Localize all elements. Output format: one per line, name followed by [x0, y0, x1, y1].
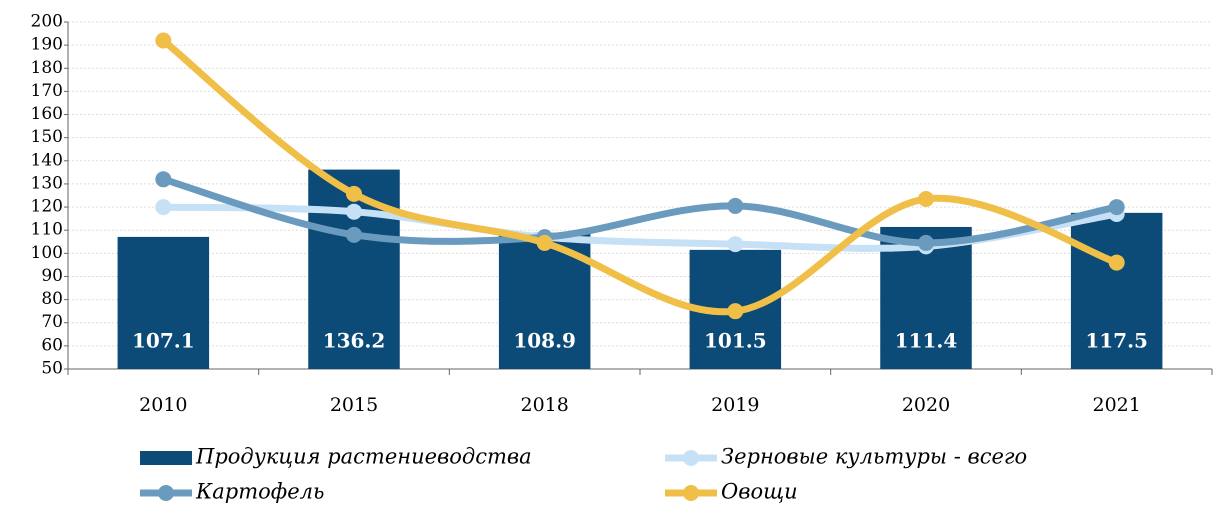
data-label: 101.5	[704, 329, 767, 353]
y-tick-label: 190	[31, 35, 63, 55]
marker	[155, 32, 172, 49]
marker	[727, 236, 744, 253]
y-tick-label: 180	[31, 58, 63, 78]
marker	[918, 234, 934, 251]
x-tick-label: 2018	[520, 394, 568, 416]
data-label: 111.4	[895, 329, 958, 353]
legend-swatch	[158, 485, 174, 501]
marker	[1108, 254, 1125, 271]
y-tick-label: 100	[31, 243, 63, 263]
y-tick-label: 150	[31, 127, 63, 147]
y-tick-label: 140	[31, 150, 63, 170]
marker	[727, 197, 744, 214]
y-tick-label: 80	[41, 289, 63, 309]
marker	[346, 203, 362, 220]
marker	[346, 226, 362, 243]
legend-swatch	[683, 485, 699, 501]
y-tick-label: 170	[31, 81, 63, 101]
marker	[346, 185, 362, 202]
x-tick-label: 2019	[711, 394, 759, 416]
y-tick-label: 60	[41, 335, 63, 355]
data-label: 108.9	[513, 329, 576, 353]
bar	[308, 169, 400, 369]
y-tick-label: 200	[31, 12, 63, 32]
bar	[117, 236, 210, 369]
y-tick-label: 50	[41, 359, 63, 379]
marker	[155, 171, 172, 188]
marker	[155, 199, 172, 216]
legend-label: Продукция растениеводства	[195, 445, 532, 469]
legend-label: Овощи	[721, 480, 798, 504]
legend-label: Картофель	[195, 480, 324, 504]
marker	[918, 190, 934, 207]
data-label: 117.5	[1085, 329, 1148, 353]
y-tick-label: 90	[41, 266, 63, 286]
y-tick-label: 70	[41, 312, 63, 332]
x-tick-label: 2020	[902, 394, 950, 416]
x-tick-label: 2015	[330, 394, 378, 416]
legend-swatch	[683, 450, 699, 466]
y-tick-label: 120	[31, 197, 63, 217]
legend-label: Зерновые культуры - всего	[721, 445, 1027, 469]
x-tick-label: 2010	[139, 394, 187, 416]
y-tick-label: 160	[31, 104, 63, 124]
data-label: 107.1	[132, 329, 195, 353]
marker	[536, 234, 553, 251]
line	[159, 175, 1121, 247]
marker	[727, 303, 744, 320]
legend-swatch	[140, 451, 192, 465]
y-tick-label: 130	[31, 173, 63, 193]
marker	[1108, 199, 1125, 216]
bar	[1070, 212, 1163, 369]
line	[159, 37, 1121, 316]
y-tick-label: 110	[31, 220, 63, 240]
x-tick-label: 2021	[1092, 394, 1140, 416]
data-label: 136.2	[323, 329, 386, 353]
